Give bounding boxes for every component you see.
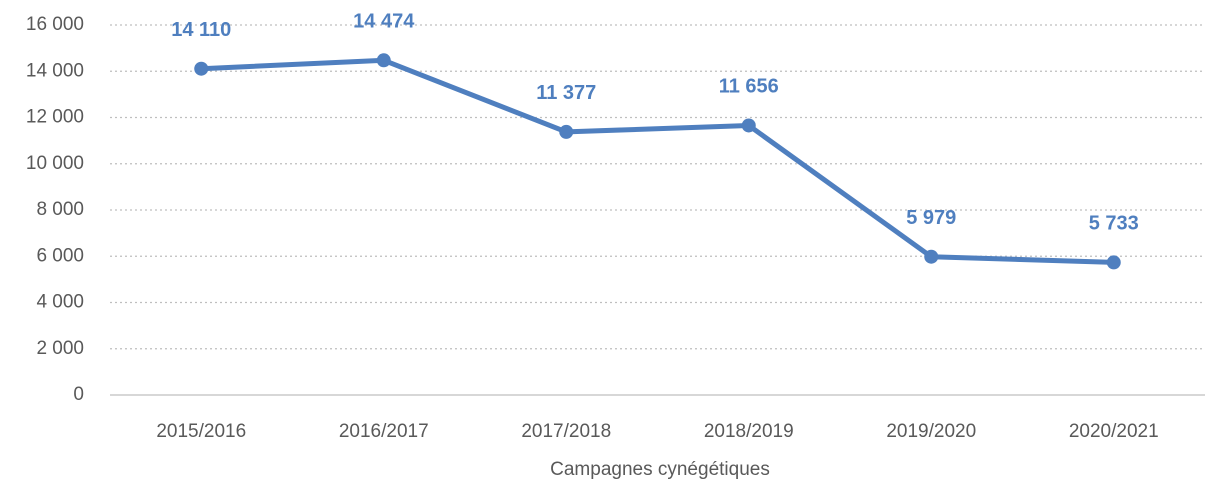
x-tick-label: 2015/2016: [156, 421, 246, 442]
point: [1106, 255, 1121, 270]
y-tick-label: 8 000: [36, 199, 84, 220]
y-tick-label: 4 000: [36, 292, 84, 313]
y-tick-label: 6 000: [36, 245, 84, 266]
x-tick-label: 2016/2017: [339, 421, 429, 442]
y-tick-label: 2 000: [36, 338, 84, 359]
point: [376, 53, 391, 68]
x-tick-label: 2017/2018: [521, 421, 611, 442]
x-tick-label: 2019/2020: [886, 421, 976, 442]
y-tick-label: 16 000: [26, 14, 84, 35]
point: [924, 249, 939, 264]
y-tick-label: 0: [73, 384, 84, 405]
data-label: 11 377: [536, 82, 596, 104]
x-tick-label: 2020/2021: [1069, 421, 1159, 442]
x-tick-label: 2018/2019: [704, 421, 794, 442]
line: [201, 57, 1114, 265]
data-label: 11 656: [719, 76, 779, 98]
y-tick-label: 10 000: [26, 153, 84, 174]
data-label: 14 110: [171, 19, 231, 41]
y-tick-label: 14 000: [26, 60, 84, 81]
point: [194, 61, 209, 76]
data-label: 5 733: [1089, 213, 1139, 235]
data-label: 5 979: [906, 207, 956, 229]
point: [741, 118, 756, 133]
data-label: 14 474: [353, 11, 415, 33]
point: [559, 124, 574, 139]
y-tick-label: 12 000: [26, 107, 84, 128]
x-axis-title: Campagnes cynégétiques: [550, 459, 770, 480]
